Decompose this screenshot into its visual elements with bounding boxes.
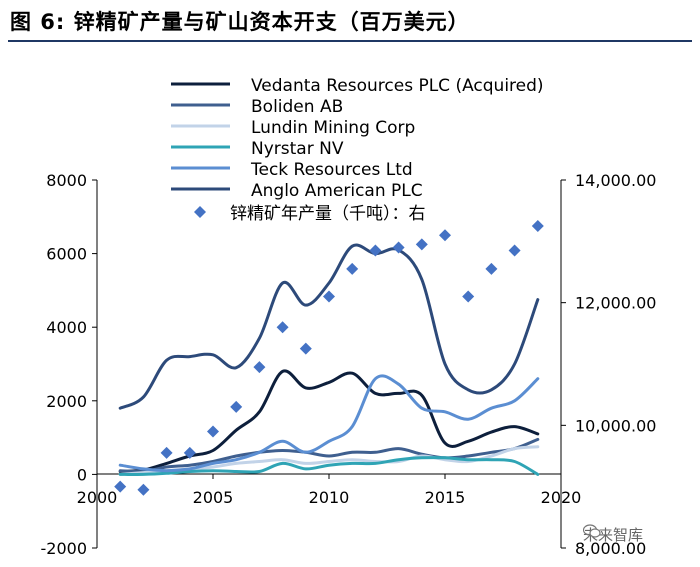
scatter-point bbox=[531, 220, 544, 232]
x-tick-label: 2015 bbox=[425, 488, 466, 507]
legend-label-5: Teck Resources Ltd bbox=[250, 160, 413, 180]
title-divider bbox=[8, 40, 692, 42]
legend-label-6: Anglo American PLC bbox=[251, 181, 423, 201]
legend-label-4: Nyrstar NV bbox=[251, 139, 344, 159]
series-line-6 bbox=[118, 243, 540, 410]
scatter-point bbox=[462, 290, 475, 303]
scatter-point bbox=[392, 241, 405, 254]
x-tick-label: 2020 bbox=[541, 488, 582, 507]
y2-tick-label: 14,000.00 bbox=[575, 171, 656, 190]
scatter-point bbox=[415, 238, 428, 251]
scatter-point bbox=[114, 480, 127, 493]
legend-swatch-scatter bbox=[194, 206, 206, 218]
scatter-point bbox=[276, 321, 289, 334]
y2-tick-label: 8,000.00 bbox=[575, 539, 646, 558]
legend-label-3: Lundin Mining Corp bbox=[251, 118, 415, 138]
scatter-point bbox=[485, 262, 498, 275]
scatter-point bbox=[508, 244, 521, 257]
y2-tick-label: 12,000.00 bbox=[575, 294, 656, 313]
x-tick-label: 2000 bbox=[77, 488, 118, 507]
y-tick-label: 6000 bbox=[46, 245, 87, 264]
y-tick-label: 0 bbox=[77, 465, 87, 484]
figure-title: 图 6: 锌精矿产量与矿山资本开支（百万美元） bbox=[10, 10, 470, 34]
y-tick-label: 8000 bbox=[46, 171, 87, 190]
scatter-point bbox=[137, 483, 150, 496]
legend-label-scatter: 锌精矿年产量（千吨）：右 bbox=[230, 204, 426, 224]
scatter-point bbox=[439, 229, 451, 242]
scatter-point bbox=[230, 400, 243, 413]
scatter-point bbox=[323, 290, 335, 303]
legend-label-1: Vedanta Resources PLC (Acquired) bbox=[251, 76, 544, 96]
scatter-point bbox=[299, 342, 312, 355]
legend-label-2: Boliden AB bbox=[251, 97, 343, 117]
x-tick-label: 2005 bbox=[193, 488, 234, 507]
series-line-2 bbox=[118, 437, 540, 474]
watermark: 未来智库 bbox=[583, 524, 643, 545]
series-line-5 bbox=[118, 374, 540, 473]
x-tick-label: 2010 bbox=[309, 488, 350, 507]
y2-tick-label: 10,000.00 bbox=[575, 416, 656, 435]
y-tick-label: 4000 bbox=[46, 318, 87, 337]
scatter-point bbox=[207, 425, 219, 438]
scatter-point bbox=[253, 361, 266, 374]
wechat-icon bbox=[583, 524, 601, 538]
y-tick-label: -2000 bbox=[41, 539, 88, 558]
scatter-point bbox=[369, 244, 382, 257]
scatter-point bbox=[160, 446, 173, 459]
scatter-point bbox=[183, 446, 196, 459]
scatter-point bbox=[346, 262, 359, 275]
series-line-4 bbox=[118, 456, 540, 476]
y-tick-label: 2000 bbox=[46, 392, 87, 411]
